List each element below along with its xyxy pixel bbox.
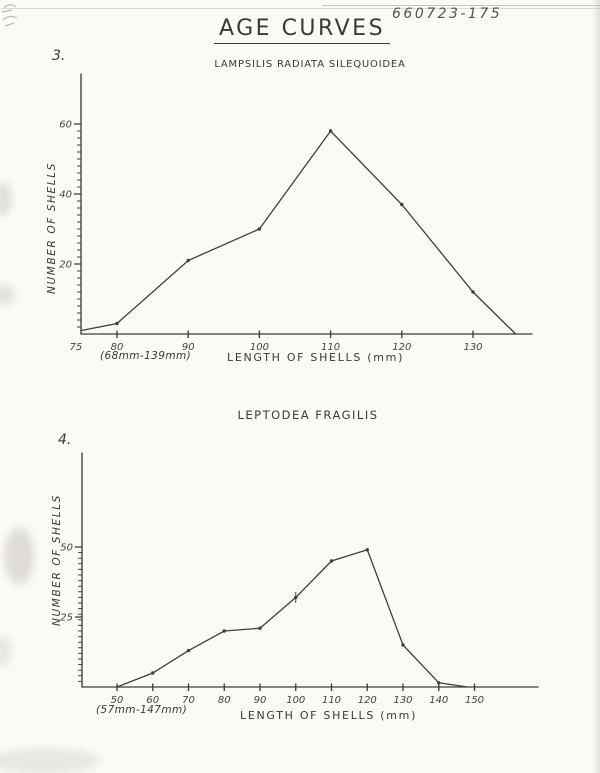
svg-text:90: 90 [182,342,195,353]
svg-text:120: 120 [358,695,377,706]
svg-text:50: 50 [111,695,124,706]
archive-code: 660723-175 [392,6,503,22]
svg-text:120: 120 [392,342,411,353]
chart-4-number: 4. [58,432,72,448]
svg-text:130: 130 [463,342,482,353]
chart-4-x-axis-label: LENGTH OF SHELLS (mm) [240,709,418,722]
svg-text:80: 80 [111,342,124,353]
page-title: AGE CURVES [213,16,391,44]
chart-3-number: 3. [52,48,66,64]
chart-4-plot: 25 50 50 60 70 80 90 100 110 120 130 140 150 [60,452,539,706]
svg-text:80: 80 [218,695,231,706]
svg-text:90: 90 [254,695,267,706]
scan-smudge [0,636,12,666]
scan-edge-shadow [592,0,600,773]
svg-text:100: 100 [250,342,269,353]
svg-text:150: 150 [465,695,484,706]
scan-header-line [322,5,600,6]
chart-4-title: LEPTODEA FRAGILIS [237,408,379,422]
pencil-scribble [1,4,18,27]
chart-3-plot: 20 40 60 80 90 100 110 120 130 75 [59,73,533,353]
chart-3-title: LAMPSILIS RADIATA SILEQUOIDEA [214,59,406,70]
svg-text:50: 50 [60,543,73,554]
chart-3-range-note: (68mm-139mm) [100,350,192,362]
svg-text:60: 60 [146,695,159,706]
svg-text:130: 130 [393,695,412,706]
svg-text:40: 40 [59,190,72,201]
svg-text:60: 60 [59,120,72,131]
scan-smudge [0,748,100,773]
chart-4-range-note: (57mm-147mm) [96,704,188,716]
svg-text:25: 25 [60,613,73,624]
scan-smudge [0,182,12,216]
svg-text:110: 110 [322,695,341,706]
svg-text:110: 110 [321,342,340,353]
svg-text:100: 100 [286,695,305,706]
svg-text:75: 75 [70,342,83,353]
svg-text:20: 20 [59,260,72,271]
scan-edge-line [0,8,600,9]
scan-smudge [0,284,15,306]
chart-3-x-axis-label: LENGTH OF SHELLS (mm) [227,351,405,364]
svg-text:70: 70 [182,695,195,706]
svg-text:140: 140 [429,695,448,706]
scan-smudge [4,528,34,584]
